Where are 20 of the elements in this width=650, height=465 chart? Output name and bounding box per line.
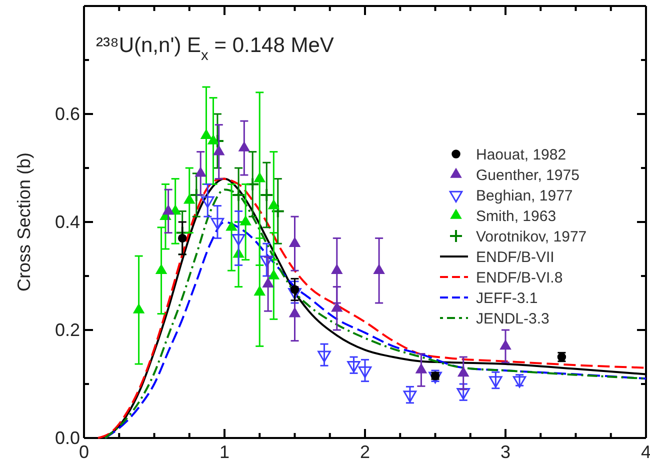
legend-label: Haouat, 1982 [476,146,566,164]
y-tick-label: 0.4 [54,212,80,232]
y-tick-label: 0.6 [54,104,80,124]
x-tick-label: 4 [640,442,650,462]
text: ²³⁸U(n,n') E$_{x}$ = 0.148 MeV [96,34,334,64]
legend-label: Beghian, 1977 [476,187,573,204]
legend-label: ENDF/B-VI.8 [476,269,563,286]
legend-label: Guenther, 1975 [476,166,580,184]
y-tick-label: 0.2 [54,320,80,340]
legend-label: Vorotnikov, 1977 [476,228,587,246]
y-tick-label: 0.0 [54,428,80,448]
x-tick-label: 0 [78,442,90,462]
x-tick-label: 3 [500,442,511,462]
x-tick-label: 2 [360,442,370,462]
legend-label: JENDL-3.3 [476,310,550,328]
y-axis-title: Cross Section (b) [14,152,34,292]
x-tick-label: 1 [219,442,230,462]
legend-label: ENDF/B-VII [476,248,554,266]
legend-label: JEFF-3.1 [476,290,538,307]
legend-label: Smith, 1963 [476,208,556,225]
